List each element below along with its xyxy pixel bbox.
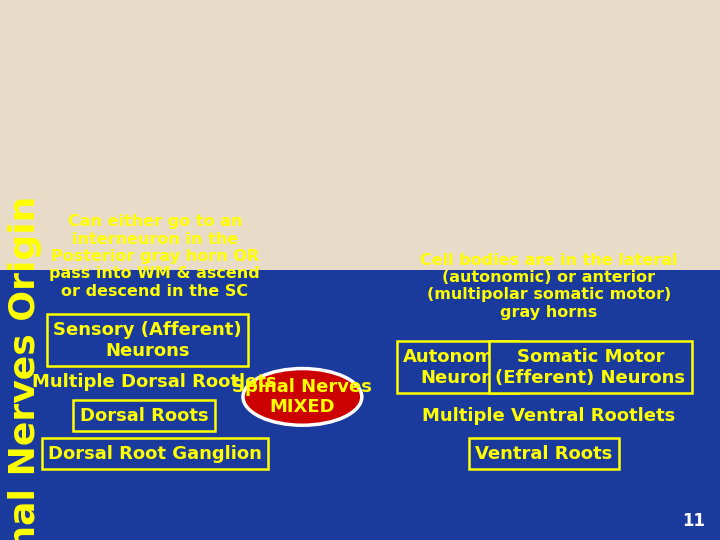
Bar: [0, 0, 720, 270]
Text: Dorsal Root Ganglion: Dorsal Root Ganglion: [48, 444, 262, 463]
Text: Ventral Roots: Ventral Roots: [475, 444, 612, 463]
Ellipse shape: [243, 368, 361, 426]
Text: Autonomic
Neuron: Autonomic Neuron: [403, 348, 511, 387]
Text: Multiple Dorsal Rootlets: Multiple Dorsal Rootlets: [32, 373, 277, 392]
Text: 11: 11: [682, 512, 705, 530]
Text: Can either go to an
interneuron in the
Posterior gray horn OR
pass into WM & asc: Can either go to an interneuron in the P…: [50, 214, 260, 299]
Text: Somatic Motor
(Efferent) Neurons: Somatic Motor (Efferent) Neurons: [495, 348, 685, 387]
Text: Dorsal Roots: Dorsal Roots: [80, 407, 208, 425]
Text: Cell bodies are in the lateral
(autonomic) or anterior
(multipolar somatic motor: Cell bodies are in the lateral (autonomi…: [420, 253, 678, 320]
Text: Spinal Nerves Origin: Spinal Nerves Origin: [8, 195, 42, 540]
Text: Spinal Nerves
MIXED: Spinal Nerves MIXED: [233, 377, 372, 416]
Text: Multiple Ventral Rootlets: Multiple Ventral Rootlets: [422, 407, 675, 425]
Text: Sensory (Afferent)
Neurons: Sensory (Afferent) Neurons: [53, 321, 242, 360]
